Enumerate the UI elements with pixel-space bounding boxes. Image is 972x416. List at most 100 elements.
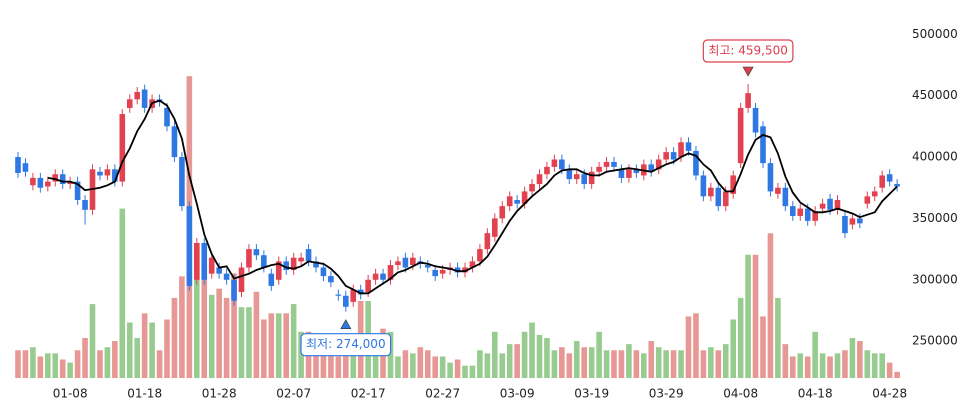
candle-body <box>171 126 178 158</box>
volume-bar <box>596 331 602 378</box>
volume-bar <box>790 356 796 378</box>
candle-body <box>119 114 126 182</box>
candle-body <box>499 206 506 219</box>
volume-bar <box>678 350 684 378</box>
candle-body <box>834 200 841 210</box>
candle-body <box>432 269 438 277</box>
candle-body <box>752 107 759 133</box>
candle-body <box>492 218 498 237</box>
candle-body <box>603 161 610 167</box>
candle-body <box>454 267 461 273</box>
volume-bar <box>37 356 44 378</box>
volume-bar <box>246 307 252 378</box>
volume-bar <box>395 356 401 378</box>
volume-bar <box>268 313 275 378</box>
candle-body <box>894 184 900 187</box>
candle-body <box>529 184 535 192</box>
volume-bar <box>745 254 751 378</box>
volume-bar <box>715 350 722 378</box>
candle-body <box>708 187 714 197</box>
volume-bar <box>67 362 73 378</box>
candle-body <box>715 187 722 207</box>
volume-bar <box>313 350 319 378</box>
volume-bar <box>201 264 208 378</box>
candle-body <box>573 174 580 180</box>
volume-bar <box>886 362 893 378</box>
x-tick-label: 04-18 <box>798 387 833 401</box>
candle-body <box>424 265 431 268</box>
candle-body <box>104 169 111 176</box>
volume-bar <box>693 313 699 378</box>
candle-body <box>849 218 856 225</box>
candle-body <box>633 169 640 173</box>
candle-body <box>74 181 81 200</box>
candle-body <box>164 107 170 127</box>
candle-body <box>59 174 66 185</box>
volume-bar <box>551 350 558 378</box>
candle-body <box>767 163 774 192</box>
candle-body <box>283 261 289 270</box>
volume-bar <box>335 356 342 378</box>
volume-bar <box>708 347 714 378</box>
y-tick-label: 350000 <box>912 211 958 225</box>
candle-body <box>864 196 871 204</box>
volume-bar <box>603 350 610 378</box>
candle-body <box>670 152 677 160</box>
volume-bar <box>641 353 647 378</box>
candle-body <box>223 273 230 280</box>
volume-bar <box>164 319 170 378</box>
candle-body <box>514 200 520 204</box>
candle-body <box>745 93 751 108</box>
candle-body <box>298 257 304 262</box>
volume-bar <box>536 334 543 378</box>
volume-bar <box>663 350 669 378</box>
candle-body <box>648 164 655 172</box>
candle-body <box>112 169 118 182</box>
volume-bar <box>700 350 707 378</box>
volume-bar <box>447 362 453 378</box>
volume-bar <box>15 350 21 378</box>
volume-bar <box>566 353 573 378</box>
candle-body <box>439 269 446 274</box>
candle-body <box>737 107 744 164</box>
volume-bar <box>782 344 789 378</box>
volume-bar <box>22 350 29 378</box>
volume-bar <box>432 356 438 378</box>
candle-body <box>305 249 312 262</box>
volume-bar <box>775 297 781 378</box>
candle-body <box>730 175 736 194</box>
candle-body <box>782 187 789 207</box>
candle-body <box>261 255 267 268</box>
volume-bar <box>544 337 550 378</box>
candle-body <box>685 142 692 151</box>
annotation-box <box>702 39 794 63</box>
candle-body <box>395 261 401 266</box>
volume-bar <box>499 353 506 378</box>
candle-body <box>328 276 334 283</box>
volume-bar <box>737 297 744 378</box>
candle-body <box>15 157 21 173</box>
volume-bar <box>89 304 96 378</box>
volume-bar <box>231 273 237 378</box>
candle-body <box>886 174 893 182</box>
volume-bar <box>126 322 133 378</box>
candle-body <box>380 273 386 280</box>
x-tick-label: 02-07 <box>276 387 311 401</box>
x-tick-label: 01-28 <box>202 387 237 401</box>
candle-body <box>52 174 59 182</box>
volume-bar <box>797 353 804 378</box>
volume-bar <box>477 350 483 378</box>
candle-body <box>365 279 371 293</box>
candle-body <box>722 191 729 207</box>
volume-bar <box>559 347 565 378</box>
annotation-box <box>300 333 392 357</box>
candle-body <box>216 267 222 274</box>
annotation-label: 최고: 459,500 <box>708 43 788 57</box>
volume-bar <box>462 365 468 378</box>
candle-body <box>797 208 804 216</box>
volume-bar <box>134 337 140 378</box>
candle-body <box>775 187 781 194</box>
candle-body <box>559 159 565 170</box>
candle-body <box>357 289 364 295</box>
